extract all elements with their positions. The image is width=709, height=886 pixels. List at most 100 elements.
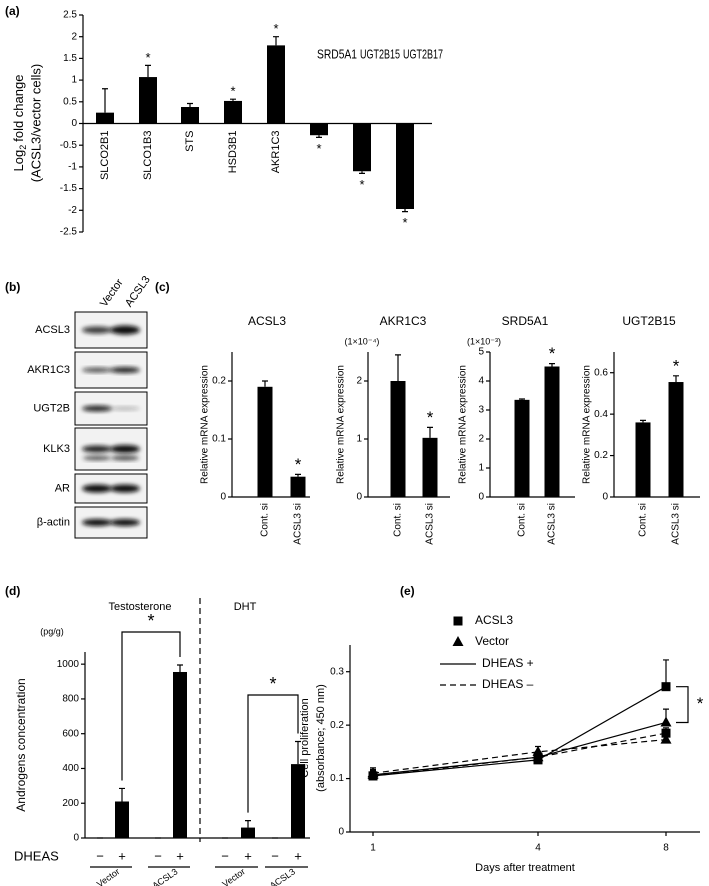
bar <box>396 123 414 209</box>
error-bar <box>295 740 301 765</box>
x-tick-label: ACSL3 si <box>547 503 558 545</box>
y-tick-label: 0 <box>338 827 344 838</box>
error-bar <box>295 473 301 477</box>
bar <box>291 764 305 838</box>
y-axis-label-part: 2 <box>18 145 28 150</box>
marker <box>453 616 463 626</box>
error-bar <box>145 64 151 78</box>
y-tick-label: 0 <box>71 118 77 129</box>
band <box>82 519 112 526</box>
band <box>110 484 140 493</box>
band <box>82 484 112 493</box>
y-tick-label: 0.2 <box>212 376 226 387</box>
error-bar <box>673 375 679 383</box>
y-tick-label: 200 <box>62 798 79 809</box>
panel-label: (d) <box>5 584 20 598</box>
error-bar <box>640 419 646 423</box>
x-axis-label: Days after treatment <box>475 862 575 874</box>
y-tick-label: 600 <box>62 728 79 739</box>
line <box>372 732 667 777</box>
panel-label: (c) <box>155 280 170 294</box>
marker <box>532 745 544 756</box>
x-tick-label: + <box>244 848 252 863</box>
y-tick-label: -0.5 <box>60 140 78 151</box>
legend-label: Vector <box>475 634 509 648</box>
marker <box>532 751 544 762</box>
x-tick-label: − <box>271 848 279 863</box>
significance: * <box>549 344 556 363</box>
bar <box>173 671 187 838</box>
error-bar <box>177 664 183 672</box>
bracket <box>121 631 181 781</box>
error-bar <box>316 135 322 138</box>
x-tick-label: Cont. si <box>393 503 404 537</box>
significance: * <box>402 215 407 230</box>
error-bar <box>427 426 433 438</box>
row-label: AKR1C3 <box>27 364 70 376</box>
significance: * <box>147 611 154 631</box>
bar <box>422 437 438 497</box>
error-bar <box>230 98 236 101</box>
bar <box>668 382 684 497</box>
bar <box>514 399 530 497</box>
panel-label: (a) <box>5 4 20 18</box>
error-bar <box>549 363 555 367</box>
y-tick-label: -2.5 <box>60 227 78 238</box>
y-tick-label: 0.6 <box>594 367 608 378</box>
y-tick-label: 1 <box>71 75 77 86</box>
band <box>82 445 112 453</box>
y-axis-label-part: fold change <box>11 75 26 142</box>
x-tick-label: Cont. si <box>638 503 649 537</box>
y-tick-label: 800 <box>62 694 79 705</box>
x-tick-label: Cont. si <box>517 503 528 537</box>
x-tick-label: − <box>221 848 229 863</box>
bar <box>139 77 157 124</box>
error-bar <box>402 208 408 213</box>
bracket <box>676 686 689 724</box>
row-label: DHEAS <box>14 848 59 863</box>
error-bar <box>395 354 401 381</box>
error-bar <box>245 820 251 828</box>
x-tick-label: − <box>96 848 104 863</box>
error-bar <box>187 102 193 108</box>
marker <box>452 636 464 646</box>
band <box>110 367 140 373</box>
y-tick-label: 2 <box>478 434 484 445</box>
y-tick-label: 1000 <box>57 659 80 670</box>
x-tick-label: Cont. si <box>260 503 271 537</box>
band <box>110 406 140 411</box>
y-tick-label: 1.5 <box>63 53 77 64</box>
marker <box>367 767 379 778</box>
significance: * <box>359 177 364 192</box>
y-tick-label: 2 <box>71 31 77 42</box>
row-label: AR <box>55 482 70 494</box>
y-tick-label: 0.4 <box>594 409 608 420</box>
y-tick-label: 0.5 <box>63 96 77 107</box>
y-axis-label: Cell proliferation <box>299 698 311 777</box>
legend-label: ACSL3 <box>475 613 513 627</box>
x-tick-label: UGT2B15 <box>360 46 400 61</box>
x-tick-label: SLCO1B3 <box>142 131 154 181</box>
x-tick-label: ACSL3 si <box>425 503 436 545</box>
significance: * <box>269 674 276 694</box>
significance: * <box>295 455 302 474</box>
y-tick-label: 0.3 <box>330 666 344 677</box>
subplot-title: ACSL3 <box>248 314 286 328</box>
bar <box>290 476 306 497</box>
y-tick-label: 400 <box>62 763 79 774</box>
bar <box>267 45 285 124</box>
line <box>372 686 667 777</box>
y-axis-label-part: Log <box>11 150 26 172</box>
significance: * <box>316 141 321 156</box>
subplot-title: SRD5A1 <box>502 314 549 328</box>
panel-label: (b) <box>5 280 20 294</box>
y-axis-label: Log2 fold change <box>11 75 28 172</box>
x-tick-label: SLCO2B1 <box>99 131 111 181</box>
y-axis-label: Relative mRNA expression <box>200 365 211 484</box>
x-tick-label: 1 <box>370 843 376 854</box>
lane-label: Vector <box>98 277 126 310</box>
subplot-title: AKR1C3 <box>380 314 427 328</box>
error-bar <box>119 787 125 802</box>
y-tick-label: 2 <box>356 376 362 387</box>
